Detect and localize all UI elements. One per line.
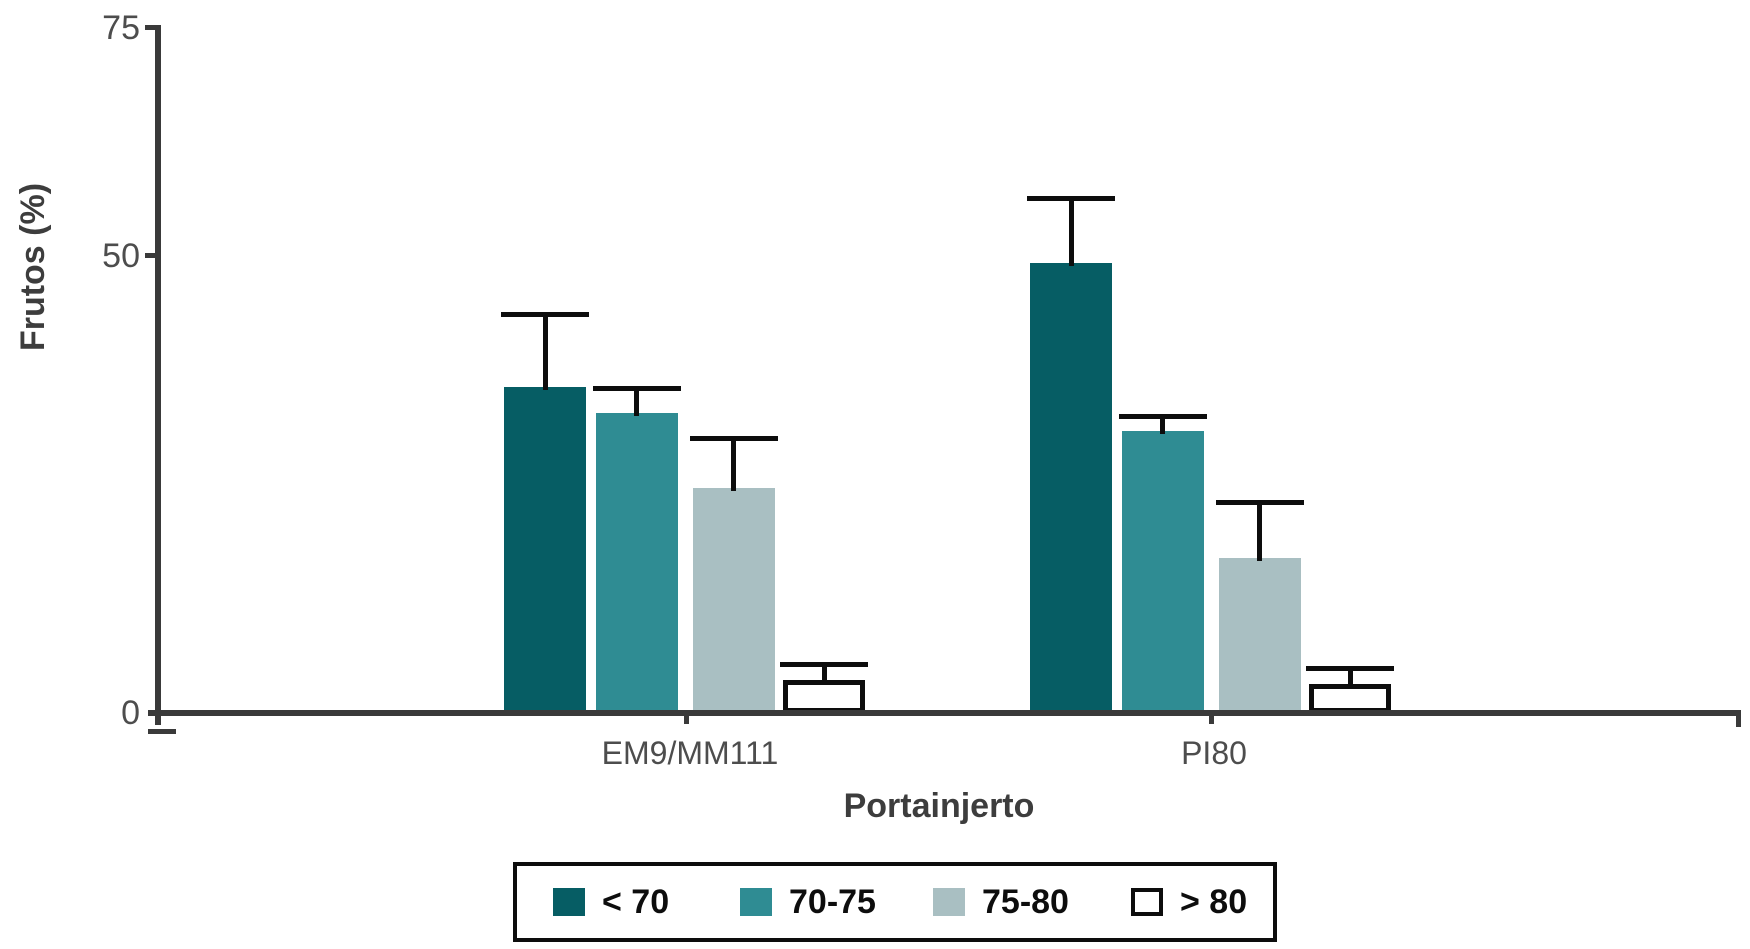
legend-label: > 80 [1180,883,1248,921]
bar-EM9/MM111-75-80 [692,488,775,713]
error-bar-stem-PI80-< 70 [1068,198,1074,267]
legend-item-75-80: 75-80 [933,885,1069,919]
legend-swatch-icon [553,888,585,916]
error-bar-stem-PI80-> 80 [1347,668,1353,687]
bar-PI80-70-75 [1121,431,1204,713]
x-axis-line [148,710,1741,716]
bar-PI80-75-80 [1218,557,1301,713]
legend-label: < 70 [602,883,670,921]
bar-PI80-> 80 [1309,683,1391,713]
error-bar-stem-EM9/MM111-75-80 [731,438,736,492]
error-bar-stem-PI80-70-75 [1160,416,1165,435]
error-bar-stem-EM9/MM111-70-75 [634,388,639,417]
y-tick-label-0: 0 [121,694,140,732]
error-bar-cap-EM9/MM111-< 70 [501,311,589,317]
error-bar-cap-EM9/MM111-> 80 [780,662,868,668]
origin-tick-dash [148,729,176,734]
error-bar-cap-PI80-75-80 [1215,500,1304,506]
legend-label: 75-80 [982,883,1069,921]
error-bar-cap-PI80-< 70 [1027,195,1115,201]
x-tick-mark-group2 [1209,716,1214,724]
y-tick-mark-50 [145,253,156,258]
error-bar-stem-PI80-75-80 [1257,502,1262,561]
bar-EM9/MM111-> 80 [783,680,865,713]
legend-item-> 80: > 80 [1131,885,1247,919]
x-axis-title: Portainjerto [843,787,1035,825]
y-tick-label-50: 50 [102,237,140,275]
error-bar-stem-EM9/MM111-< 70 [542,314,548,390]
error-bar-cap-EM9/MM111-75-80 [689,436,778,442]
bar-EM9/MM111-70-75 [595,413,678,713]
bar-PI80-< 70 [1030,263,1112,713]
x-axis-end-tick [1736,716,1741,727]
error-bar-cap-EM9/MM111-70-75 [592,385,681,391]
legend-item-< 70: < 70 [553,885,669,919]
y-tick-mark-75 [145,25,156,30]
error-bar-stem-EM9/MM111-> 80 [821,664,827,684]
x-category-label-em9-mm111: EM9/MM111 [601,735,779,771]
legend-swatch-icon [1131,888,1163,916]
y-axis-line [155,25,161,725]
bar-EM9/MM111-< 70 [504,386,586,713]
legend-label: 70-75 [789,883,876,921]
legend: < 70 70-75 75-80 > 80 [513,862,1277,942]
legend-item-70-75: 70-75 [740,885,876,919]
error-bar-cap-PI80-> 80 [1306,665,1394,671]
y-tick-label-75: 75 [102,9,140,47]
x-tick-mark-group1 [684,716,689,724]
x-category-label-pi80: PI80 [1181,735,1247,771]
legend-swatch-icon [740,888,772,916]
legend-swatch-icon [933,888,965,916]
error-bar-cap-PI80-70-75 [1118,414,1207,420]
